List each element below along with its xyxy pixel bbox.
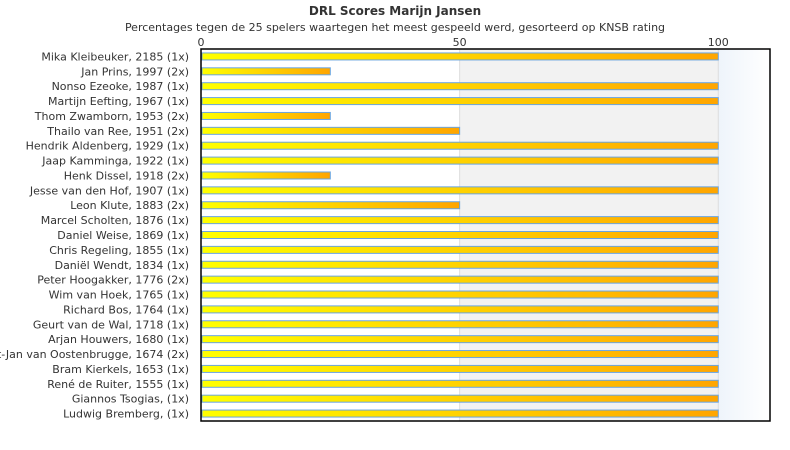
bar <box>201 171 331 180</box>
bar <box>201 335 719 344</box>
chart-title: DRL Scores Marijn Jansen <box>309 4 481 18</box>
y-tick-label: Thailo van Ree, 1951 (2x) <box>46 125 189 138</box>
bar <box>201 111 331 120</box>
bar <box>201 379 719 388</box>
chart-subtitle: Percentages tegen de 25 spelers waartege… <box>125 21 665 34</box>
bar <box>201 364 719 373</box>
bar <box>201 141 719 150</box>
bar <box>201 67 331 76</box>
bar <box>201 231 719 239</box>
bar <box>201 201 461 210</box>
bar <box>201 82 719 91</box>
bar <box>201 156 719 165</box>
bar <box>201 186 719 195</box>
y-tick-label: Ludwig Bremberg, (1x) <box>63 408 189 421</box>
y-tick-label: Thom Zwamborn, 1953 (2x) <box>34 110 189 123</box>
x-tick-label: 100 <box>708 36 729 49</box>
y-tick-label: Peter Hoogakker, 1776 (2x) <box>37 274 189 287</box>
y-tick-label: Arjan Houwers, 1680 (1x) <box>48 333 189 346</box>
y-tick-label: Hendrik Aldenberg, 1929 (1x) <box>26 140 189 153</box>
y-tick-label: Jesse van den Hof, 1907 (1x) <box>29 184 189 197</box>
x-tick-label: 50 <box>453 36 467 49</box>
y-tick-label: Jaap Kamminga, 1922 (1x) <box>41 155 189 168</box>
bar <box>201 305 719 314</box>
y-tick-label: Mika Kleibeuker, 2185 (1x) <box>41 50 189 63</box>
bar <box>201 350 719 359</box>
y-tick-label: Chris Regeling, 1855 (1x) <box>49 244 189 257</box>
y-tick-label: Martijn Eefting, 1967 (1x) <box>48 95 189 108</box>
y-tick-label: Geurt van de Wal, 1718 (1x) <box>33 318 189 331</box>
y-tick-label: Richard Bos, 1764 (1x) <box>63 303 189 316</box>
y-tick-label: Nonso Ezeoke, 1987 (1x) <box>52 80 189 93</box>
bar <box>201 126 461 135</box>
bar <box>201 216 719 225</box>
bar <box>201 290 719 299</box>
y-tick-label: Leon Klute, 1883 (2x) <box>70 199 189 212</box>
y-tick-label: Daniël Wendt, 1834 (1x) <box>55 259 189 272</box>
y-tick-label: Jan Prins, 1997 (2x) <box>80 65 189 78</box>
y-tick-label: Bram Kierkels, 1653 (1x) <box>52 363 189 376</box>
y-tick-label: Marcel Scholten, 1876 (1x) <box>41 214 189 227</box>
bar <box>201 409 719 418</box>
bar <box>201 245 719 254</box>
bar <box>201 320 719 329</box>
y-tick-label: René de Ruiter, 1555 (1x) <box>47 378 189 391</box>
y-tick-label: Giannos Tsogias, (1x) <box>72 393 189 406</box>
y-tick-label: Henk Dissel, 1918 (2x) <box>64 169 189 182</box>
y-tick-label: Wim van Hoek, 1765 (1x) <box>49 289 189 302</box>
plot-frame <box>200 48 771 422</box>
y-tick-label: Daniel Weise, 1869 (1x) <box>57 229 189 242</box>
bar <box>201 394 719 403</box>
bar <box>201 275 719 284</box>
y-tick-label: Gert-Jan van Oostenbrugge, 1674 (2x) <box>0 348 189 361</box>
x-tick-label: 0 <box>198 36 205 49</box>
background-band-edge <box>718 49 770 421</box>
bar <box>201 97 719 106</box>
bar <box>201 260 719 269</box>
bar <box>201 52 719 61</box>
